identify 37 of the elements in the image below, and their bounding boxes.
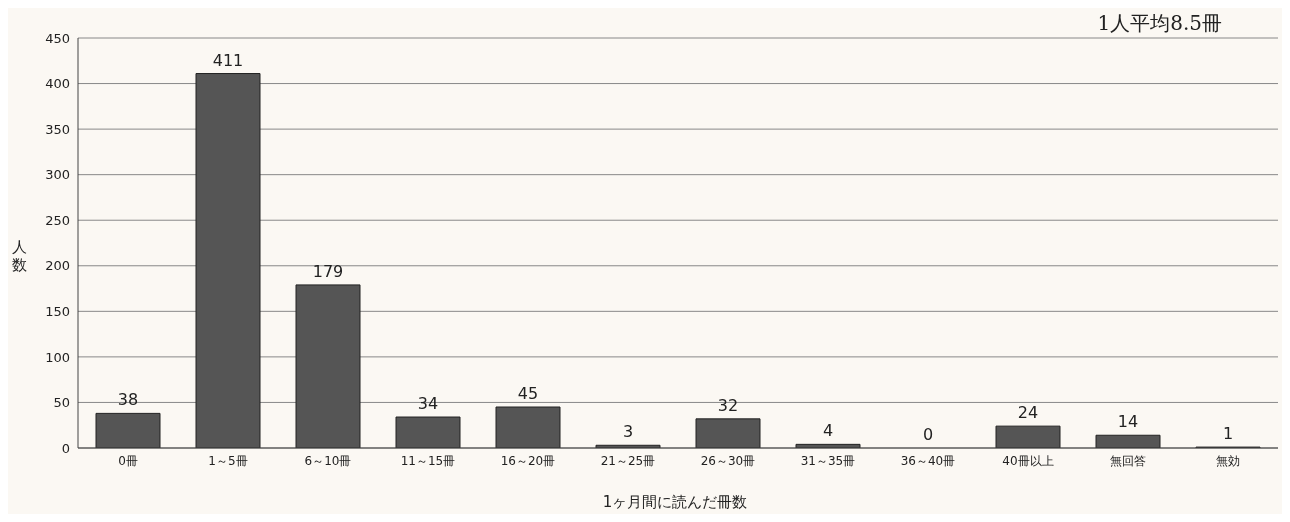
y-tick-label: 250: [45, 212, 70, 228]
x-tick-label: 無効: [1216, 453, 1240, 468]
text: 1人平均8.5冊: [1097, 10, 1222, 37]
x-tick-label: 40冊以上: [1002, 453, 1054, 468]
data-label: 4: [822, 421, 834, 441]
y-tick-label: 100: [45, 349, 70, 365]
x-tick-label: 6～10冊: [304, 453, 352, 468]
x-tick-label: 26～30冊: [700, 453, 756, 468]
y-tick-label: 0: [61, 440, 70, 456]
data-label: 0: [922, 425, 934, 444]
y-tick-label: 150: [45, 303, 70, 319]
y-tick-label: 50: [53, 395, 70, 411]
y-tick-label: 450: [45, 30, 70, 46]
data-label: 32: [717, 395, 739, 415]
x-tick-label: 11～15冊: [400, 453, 456, 468]
data-label: 24: [1017, 403, 1039, 423]
x-tick-label: 31～35冊: [800, 453, 856, 468]
x-tick-label: 16～20冊: [500, 453, 556, 468]
x-tick-label: 21～25冊: [600, 453, 656, 468]
y-tick-label: 400: [45, 76, 70, 92]
data-label: 411: [212, 50, 244, 70]
data-label: 1: [1222, 424, 1234, 444]
data-label: 179: [312, 261, 344, 281]
data-label: 45: [517, 384, 539, 403]
y-tick-label: 200: [45, 258, 70, 274]
data-label: 14: [1117, 412, 1139, 432]
y-tick-label: 300: [45, 167, 70, 183]
x-tick-label: 無回答: [1110, 453, 1146, 468]
x-tick-label: 36～40冊: [900, 453, 956, 468]
x-tick-label: 1～5冊: [208, 453, 248, 468]
x-axis-title: 1ヶ月間に読んだ冊数: [601, 493, 749, 512]
y-axis-title: 人数: [12, 238, 28, 274]
data-label: 3: [622, 422, 634, 442]
y-tick-label: 350: [45, 121, 70, 137]
x-tick-label: 0冊: [118, 453, 138, 468]
data-label: 38: [117, 390, 139, 410]
data-label: 34: [417, 394, 439, 414]
